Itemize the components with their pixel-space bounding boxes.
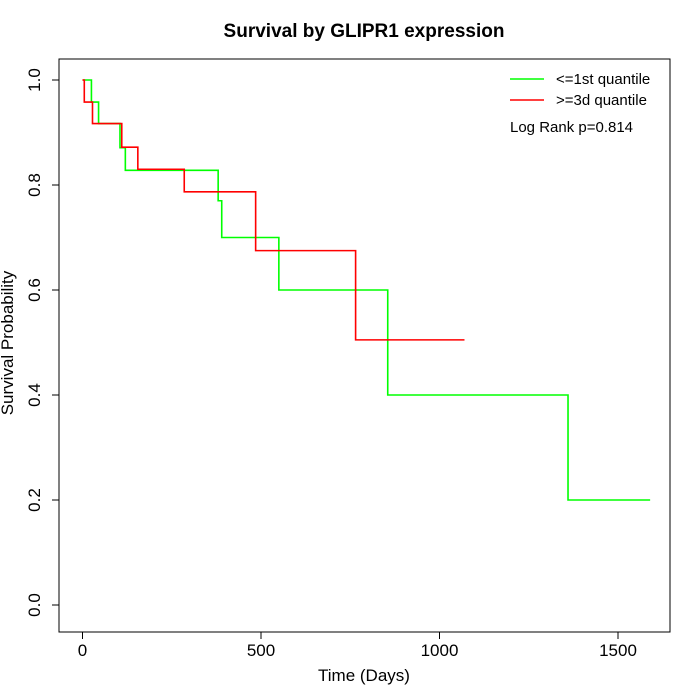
x-axis-label: Time (Days) [318, 666, 410, 685]
legend: <=1st quantile >=3d quantile [510, 71, 650, 109]
legend-label-high: >=3d quantile [556, 92, 647, 109]
log-rank-annotation: Log Rank p=0.814 [510, 119, 633, 136]
y-tick-label: 0.8 [25, 173, 44, 197]
y-axis: 0.0 0.2 0.4 0.6 0.8 1.0 [25, 68, 60, 617]
y-tick-label: 0.0 [25, 593, 44, 617]
series-line-low-quantile [82, 79, 651, 501]
chart-title: Survival by GLIPR1 expression [224, 21, 505, 42]
plot-frame [58, 58, 671, 633]
legend-label-low: <=1st quantile [556, 71, 650, 88]
x-tick-label: 0 [78, 641, 87, 660]
y-axis-label: Survival Probability [0, 270, 17, 415]
y-tick-label: 0.4 [25, 383, 44, 407]
series-line-high-quantile [82, 79, 465, 341]
series-layer [82, 79, 651, 501]
y-tick-label: 0.2 [25, 488, 44, 512]
x-tick-label: 1500 [599, 641, 637, 660]
x-tick-label: 500 [247, 641, 275, 660]
y-tick-label: 1.0 [25, 68, 44, 92]
y-tick-label: 0.6 [25, 278, 44, 302]
x-axis: 0 500 1000 1500 [78, 631, 637, 660]
x-tick-label: 1000 [421, 641, 459, 660]
